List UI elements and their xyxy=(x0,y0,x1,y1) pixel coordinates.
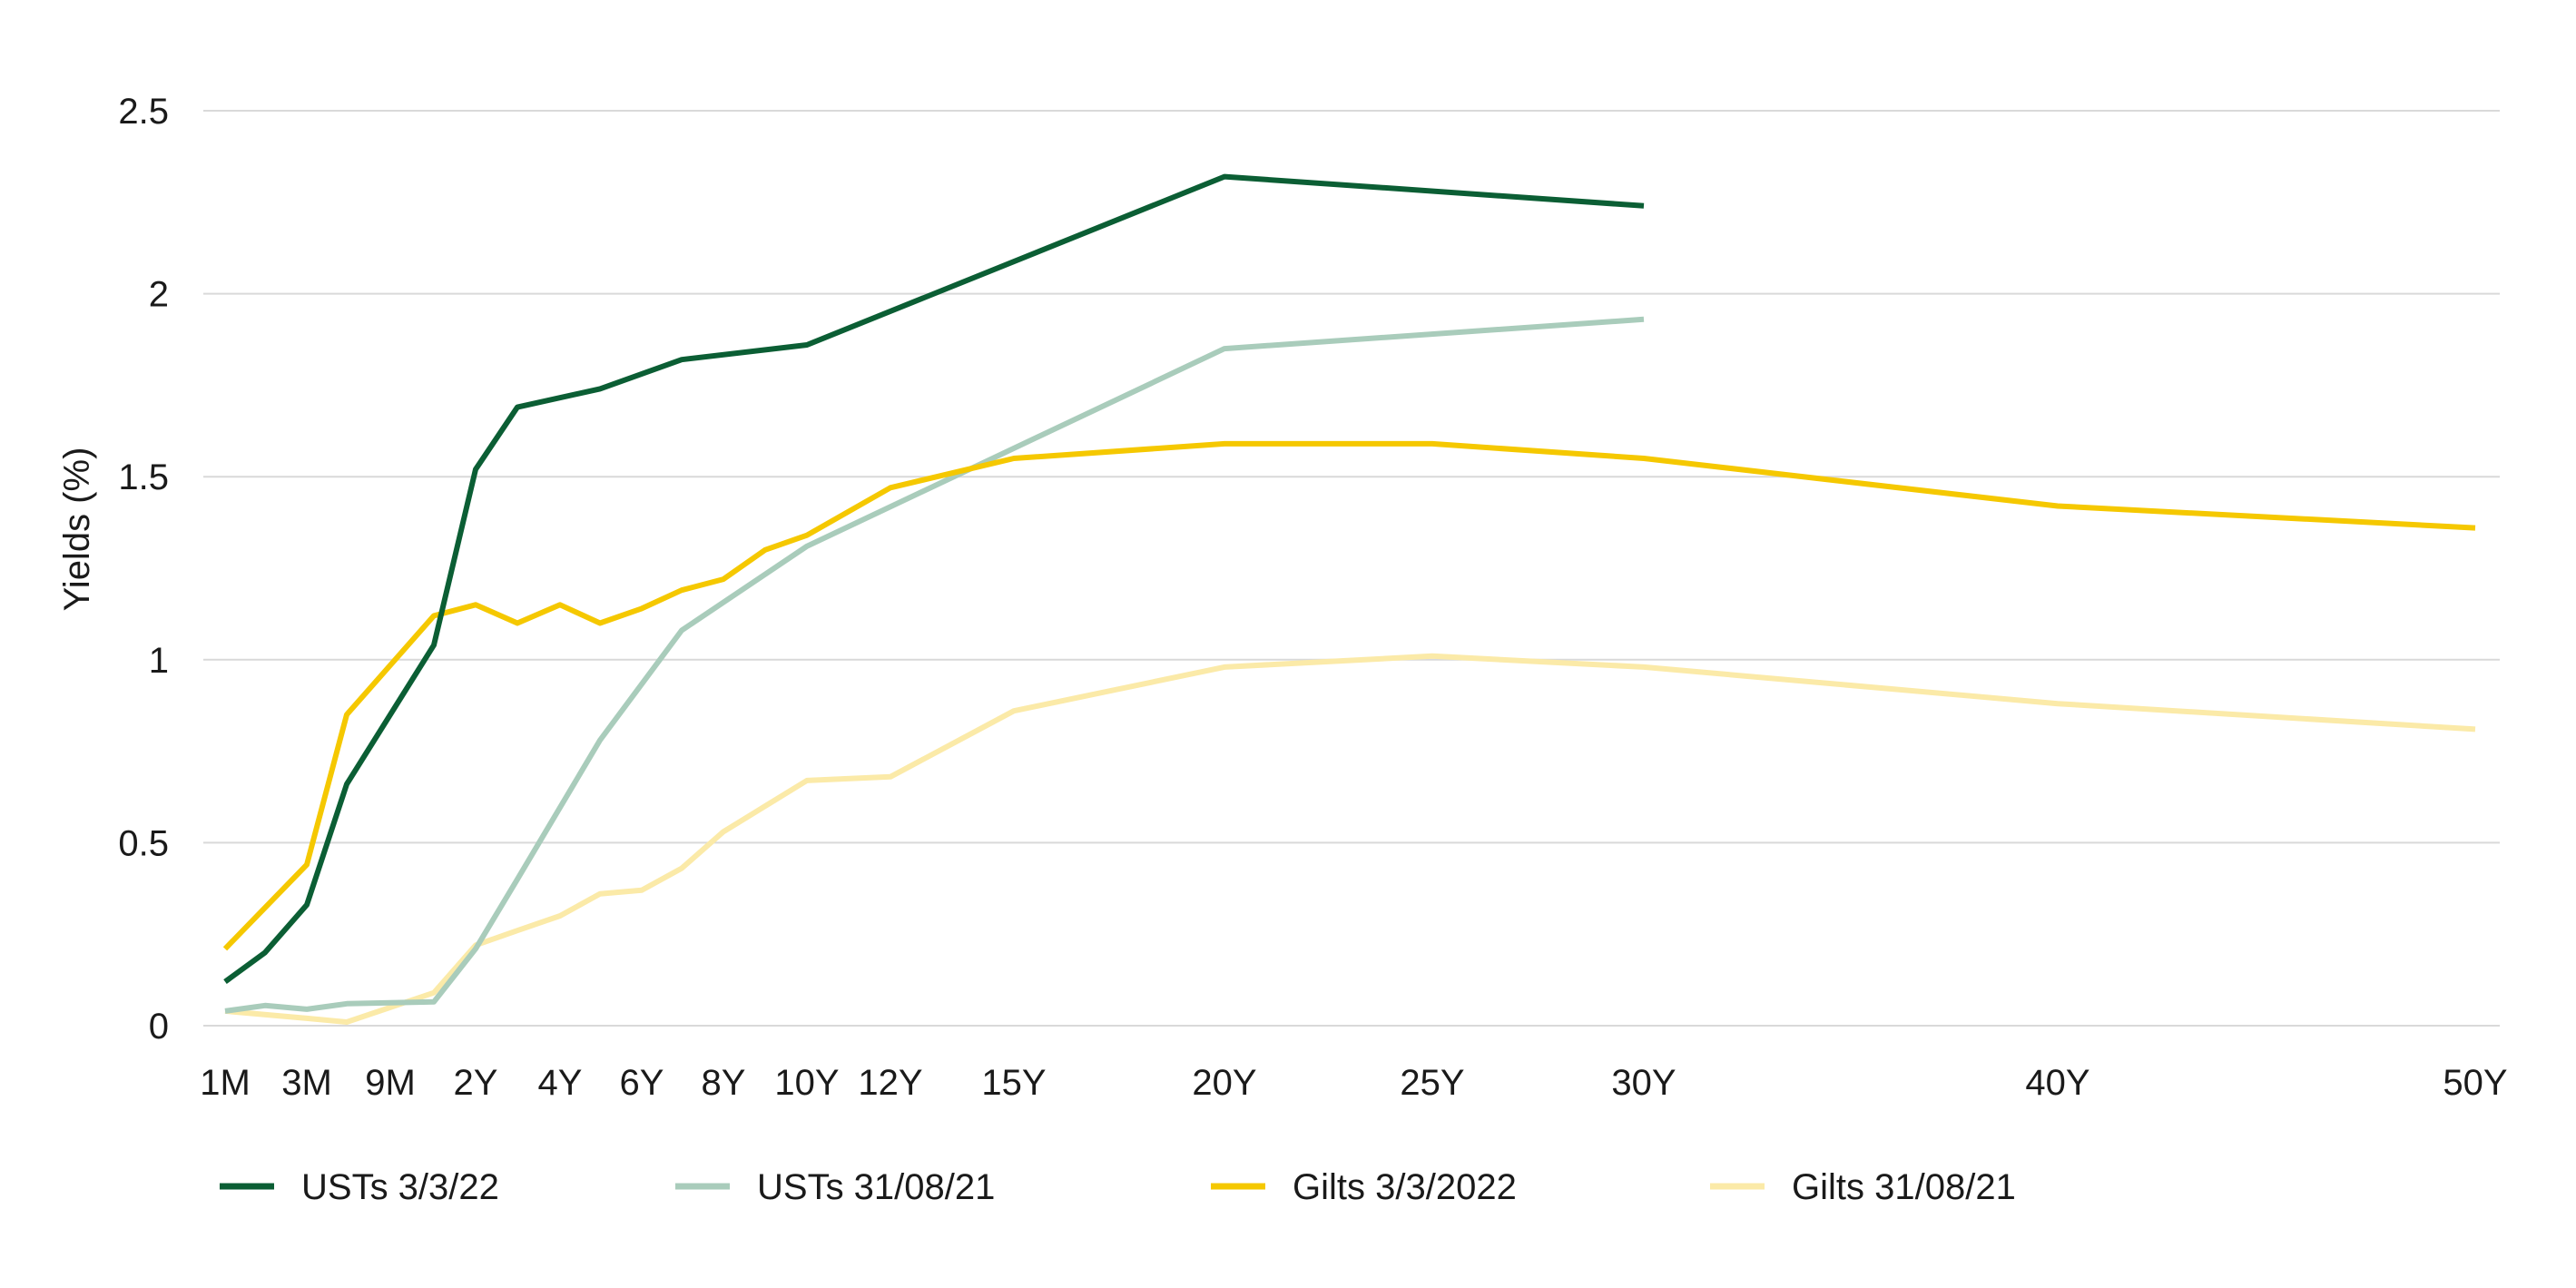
x-tick-label: 30Y xyxy=(1611,1063,1676,1103)
series-line-3 xyxy=(225,444,2475,949)
x-tick-label: 10Y xyxy=(774,1063,839,1103)
x-tick-label: 8Y xyxy=(702,1063,746,1103)
legend-item: USTs 3/3/22 xyxy=(220,1167,499,1207)
series-lines xyxy=(225,177,2475,1022)
y-tick-label: 0.5 xyxy=(118,823,169,863)
legend-label: USTs 3/3/22 xyxy=(301,1167,499,1207)
x-tick-label: 50Y xyxy=(2443,1063,2507,1103)
gridlines xyxy=(203,111,2500,1026)
y-axis-title: Yields (%) xyxy=(57,447,97,612)
x-tick-label: 4Y xyxy=(538,1063,583,1103)
x-tick-label: 3M xyxy=(281,1063,332,1103)
y-tick-label: 1.5 xyxy=(118,457,169,497)
y-axis-tick-labels: 0 0.5 1 1.5 2 2.5 xyxy=(118,92,169,1047)
y-tick-label: 2.5 xyxy=(118,92,169,132)
x-tick-label: 12Y xyxy=(858,1063,922,1103)
x-tick-label: 25Y xyxy=(1400,1063,1464,1103)
legend-item: Gilts 3/3/2022 xyxy=(1211,1167,1517,1207)
y-tick-label: 0 xyxy=(149,1007,169,1047)
series-line-1 xyxy=(225,177,1644,982)
y-tick-label: 2 xyxy=(149,275,169,315)
legend-label: USTs 31/08/21 xyxy=(757,1167,995,1207)
x-axis-tick-labels: 1M 3M 9M 2Y 4Y 6Y 8Y 10Y 12Y 15Y 20Y 25Y 30Y 40Y 50Y xyxy=(200,1063,2507,1103)
legend-item: USTs 31/08/21 xyxy=(675,1167,995,1207)
legend-label: Gilts 31/08/21 xyxy=(1792,1167,2016,1207)
x-tick-label: 15Y xyxy=(981,1063,1046,1103)
x-tick-label: 6Y xyxy=(620,1063,664,1103)
series-line-2 xyxy=(225,320,1644,1011)
x-tick-label: 9M xyxy=(365,1063,416,1103)
x-tick-label: 20Y xyxy=(1192,1063,1256,1103)
legend-label: Gilts 3/3/2022 xyxy=(1293,1167,1517,1207)
series-line-4 xyxy=(225,656,2475,1022)
x-tick-label: 1M xyxy=(200,1063,251,1103)
x-tick-label: 2Y xyxy=(454,1063,498,1103)
x-tick-label: 40Y xyxy=(2025,1063,2089,1103)
legend-item: Gilts 31/08/21 xyxy=(1710,1167,2016,1207)
y-tick-label: 1 xyxy=(149,641,169,681)
legend: USTs 3/3/22 USTs 31/08/21 Gilts 3/3/2022 Gi… xyxy=(220,1167,2016,1207)
